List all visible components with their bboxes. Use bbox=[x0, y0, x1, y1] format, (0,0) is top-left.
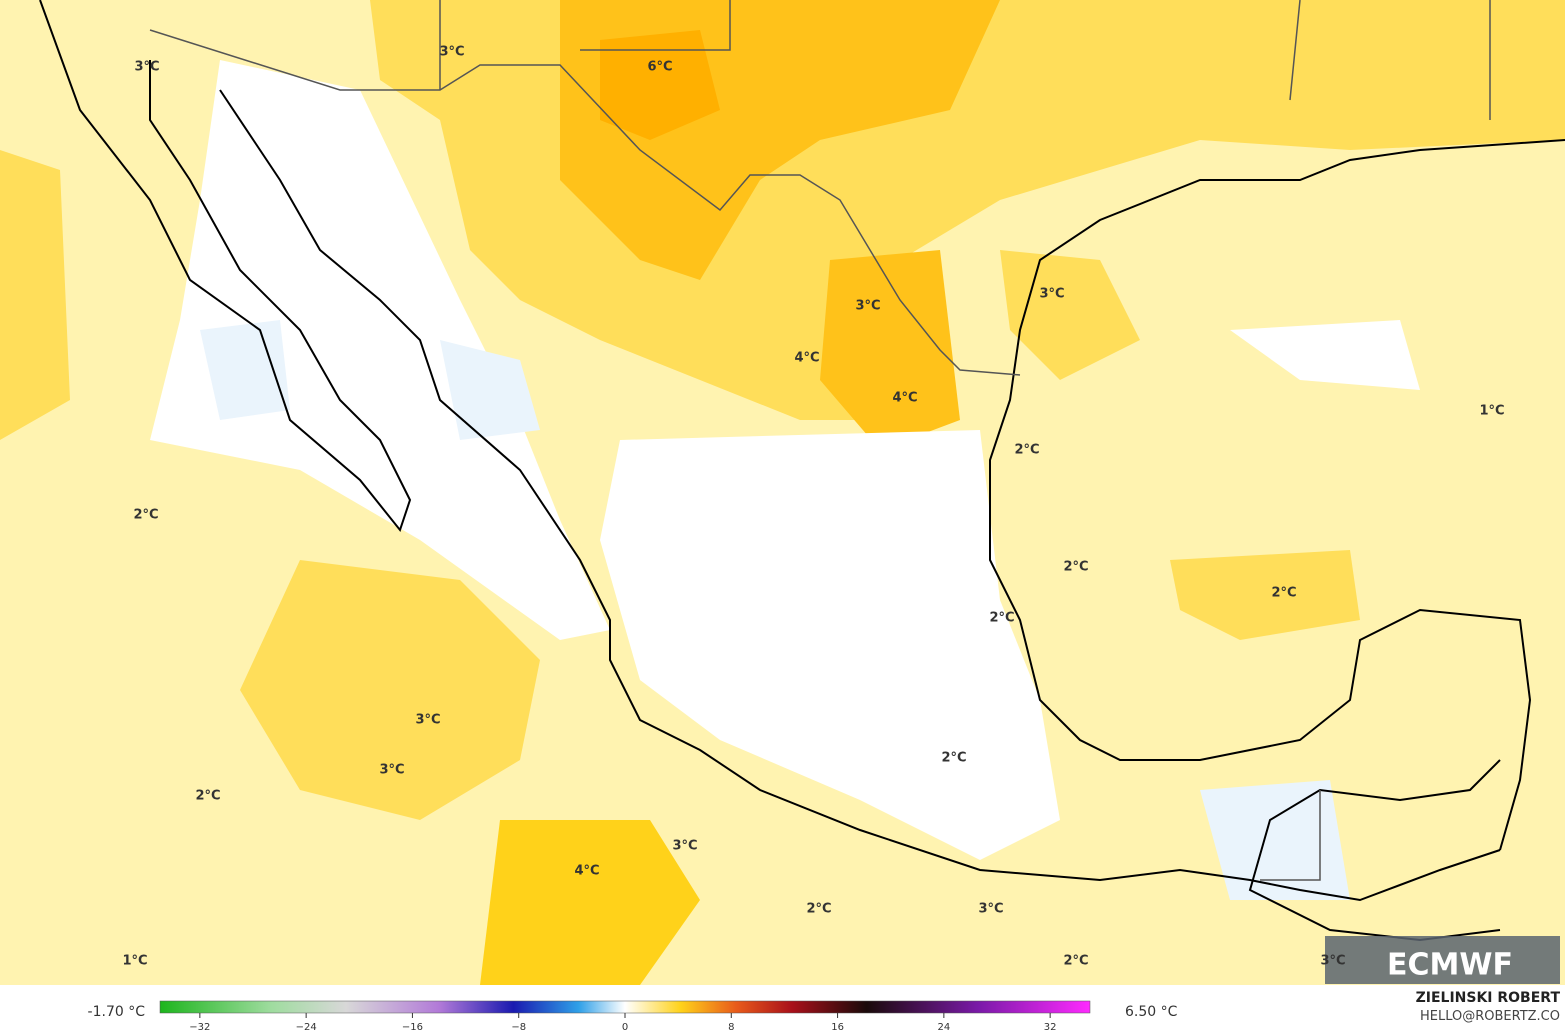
colorbar-tick-label: 32 bbox=[1044, 1022, 1057, 1033]
colorbar-tick-label: −8 bbox=[511, 1022, 526, 1033]
contour-label: 2°C bbox=[1063, 560, 1088, 575]
contour-label: 2°C bbox=[1271, 586, 1296, 601]
contour-label: 3°C bbox=[134, 60, 159, 75]
contour-label: 1°C bbox=[122, 954, 147, 969]
contour-label: 4°C bbox=[794, 351, 819, 366]
colorbar-tick-label: 24 bbox=[937, 1022, 950, 1033]
contour-label: 2°C bbox=[133, 508, 158, 523]
contour-label: 6°C bbox=[647, 60, 672, 75]
contour-label: 2°C bbox=[989, 611, 1014, 626]
legend-min: -1.70 °C bbox=[88, 1004, 146, 1020]
contour-label: 2°C bbox=[1063, 954, 1088, 969]
logo: ECMWF bbox=[1387, 948, 1513, 983]
contour-label: 3°C bbox=[1320, 954, 1345, 969]
contour-label: 3°C bbox=[379, 763, 404, 778]
colorbar bbox=[159, 1000, 1091, 1014]
contour-label: 3°C bbox=[415, 713, 440, 728]
contour-label: 3°C bbox=[672, 839, 697, 854]
credit-email: HELLO@ROBERTZ.CO bbox=[1420, 1009, 1560, 1024]
credit-name: ZIELINSKI ROBERT bbox=[1416, 990, 1561, 1006]
contour-label: 4°C bbox=[574, 864, 599, 879]
contour-label: 2°C bbox=[941, 751, 966, 766]
contour-label: 3°C bbox=[978, 902, 1003, 917]
contour-label: 3°C bbox=[439, 45, 464, 60]
colorbar-tick-label: 8 bbox=[728, 1022, 734, 1033]
contour-label: 2°C bbox=[195, 789, 220, 804]
colorbar-tick-label: 16 bbox=[831, 1022, 844, 1033]
temperature-field bbox=[0, 0, 1565, 985]
coastlines bbox=[39, 0, 1565, 942]
logo-box bbox=[1325, 936, 1560, 984]
contour-label: 3°C bbox=[1039, 287, 1064, 302]
contour-label: 1°C bbox=[1479, 404, 1504, 419]
colorbar-tick-label: −16 bbox=[402, 1022, 423, 1033]
colorbar-tick-label: 0 bbox=[622, 1022, 628, 1033]
colorbar-tick-label: −32 bbox=[189, 1022, 210, 1033]
contour-label: 4°C bbox=[892, 391, 917, 406]
contour-label: 2°C bbox=[806, 902, 831, 917]
colorbar-tick-label: −24 bbox=[296, 1022, 317, 1033]
contour-label: 2°C bbox=[1014, 443, 1039, 458]
legend-max: 6.50 °C bbox=[1125, 1004, 1178, 1020]
borders bbox=[149, 0, 1491, 881]
contour-label: 3°C bbox=[855, 299, 880, 314]
